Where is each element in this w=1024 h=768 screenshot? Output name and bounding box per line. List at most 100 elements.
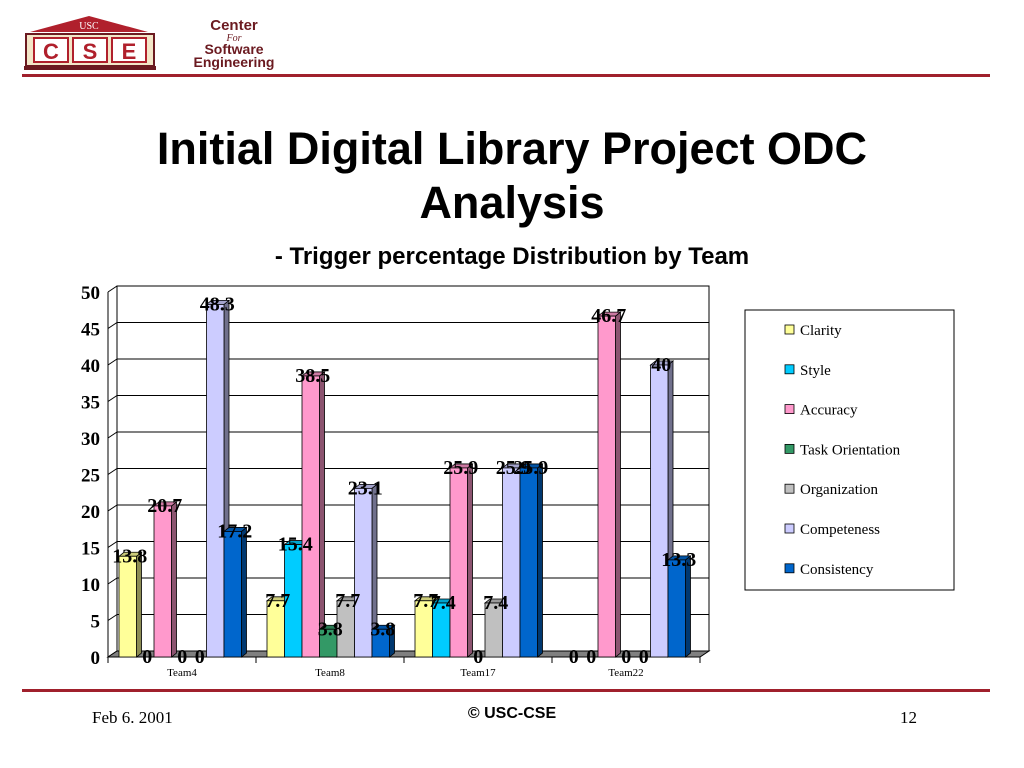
data-label: 7.7 (335, 590, 360, 612)
data-label: 48.3 (200, 293, 235, 315)
header-divider (22, 74, 990, 77)
bar (449, 467, 468, 658)
data-label: 17.2 (217, 520, 252, 542)
y-tick-label: 5 (91, 612, 101, 633)
logo-badge: USC (79, 21, 99, 32)
y-tick-label: 15 (81, 539, 100, 560)
bar-side (241, 526, 247, 658)
y-tick-label: 50 (81, 283, 100, 304)
data-label: 46.7 (591, 305, 626, 327)
data-label: 7.7 (265, 590, 290, 612)
bar (597, 315, 616, 658)
logo-text-center: Center (210, 17, 258, 34)
bar (223, 531, 242, 658)
data-label: 7.7 (413, 590, 438, 612)
bar (650, 364, 669, 658)
data-label: 3.8 (318, 618, 343, 640)
bar-side (685, 555, 691, 658)
legend-swatch (784, 443, 795, 454)
x-category-label: Team8 (315, 667, 345, 679)
legend-swatch (784, 563, 795, 574)
gridline-depth (107, 541, 118, 548)
x-category-label: Team4 (167, 667, 197, 679)
legend-swatch (784, 523, 795, 534)
legend-entry: Competeness (800, 522, 880, 538)
gridline-depth (107, 577, 118, 585)
data-label: 23.1 (348, 477, 383, 499)
data-label: 0 (569, 646, 579, 668)
data-label: 0 (639, 646, 649, 668)
bar (667, 559, 686, 658)
page-number: 12 (900, 708, 917, 727)
data-label: 0 (473, 646, 483, 668)
data-label: 7.4 (483, 592, 508, 614)
logo-letter-e: E (122, 39, 137, 64)
logo-text-software: Software (204, 41, 263, 57)
data-label: 0 (195, 646, 205, 668)
gridline-depth (107, 504, 118, 512)
data-label: 0 (621, 646, 631, 668)
legend-entry: Clarity (800, 323, 842, 339)
bar (301, 375, 320, 658)
gridline-depth (107, 285, 118, 293)
data-label: 13.3 (661, 549, 696, 571)
title-line-2: Analysis (419, 177, 605, 228)
logo-letter-c: C (43, 39, 59, 64)
x-category-label: Team17 (460, 667, 496, 679)
legend (744, 309, 955, 591)
data-label: 0 (177, 646, 187, 668)
footer-date: Feb 6. 2001 (92, 708, 173, 727)
slide-title: Initial Digital Library Project ODC Anal… (0, 122, 1024, 230)
y-tick-label: 20 (81, 502, 100, 523)
bar-side (615, 311, 621, 658)
data-label: 25.9 (513, 457, 548, 479)
data-label: 7.4 (431, 592, 456, 614)
footer-divider (22, 689, 990, 692)
x-category-label: Team22 (608, 667, 643, 679)
gridline-depth (107, 322, 118, 329)
legend-swatch (784, 483, 795, 494)
bar (519, 467, 538, 658)
legend-entry: Organization (800, 482, 879, 498)
y-tick-label: 25 (81, 466, 100, 487)
legend-entry: Task Orientation (800, 442, 901, 458)
y-tick-label: 45 (81, 320, 100, 341)
data-label: 0 (142, 646, 152, 668)
y-tick-label: 40 (81, 356, 100, 377)
title-line-1: Initial Digital Library Project ODC (156, 123, 868, 174)
y-tick-label: 30 (81, 429, 100, 450)
y-tick-label: 10 (81, 575, 100, 596)
legend-swatch (784, 324, 795, 335)
y-tick-label: 35 (81, 393, 100, 414)
legend-swatch (784, 364, 795, 375)
y-tick-label: 0 (91, 648, 101, 669)
bar (371, 628, 390, 658)
gridline-depth (107, 431, 118, 439)
footer-copyright: © USC-CSE (467, 705, 557, 722)
bar-side (467, 463, 473, 658)
data-label: 40 (651, 354, 671, 376)
legend-entry: Style (800, 363, 831, 379)
gridline-depth (107, 614, 118, 621)
logo-text-engineering: Engineering (194, 54, 275, 70)
data-label: 25.9 (496, 457, 531, 479)
data-label: 3.8 (370, 618, 395, 640)
legend-swatch (784, 404, 795, 415)
legend-entry: Consistency (800, 562, 874, 578)
gridline-depth (107, 358, 118, 366)
data-label: 25.9 (443, 457, 478, 479)
logo-roof (30, 16, 148, 32)
bar (118, 555, 137, 658)
data-label: 15.4 (278, 534, 313, 556)
gridline-depth (107, 395, 118, 402)
bar (502, 467, 521, 658)
legend-entry: Accuracy (800, 403, 858, 419)
data-label: 13.8 (112, 545, 147, 567)
logo-text-for: For (226, 33, 242, 44)
bar-side (171, 501, 177, 658)
bar (153, 505, 172, 658)
logo-letter-s: S (83, 39, 98, 64)
bar (206, 304, 225, 658)
data-label: 0 (586, 646, 596, 668)
